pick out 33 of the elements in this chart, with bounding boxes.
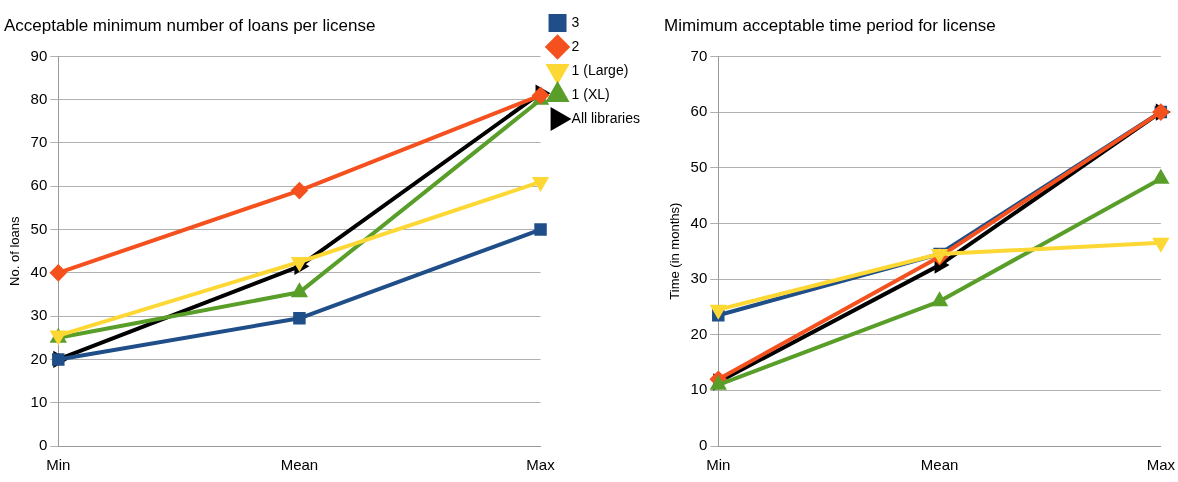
- legend-label: 1 (XL): [571, 85, 610, 102]
- legend-label: 3: [571, 13, 580, 30]
- x-tick-label: Mean: [920, 456, 959, 474]
- y-tick-label: 70: [690, 46, 708, 64]
- y-tick-label: 30: [690, 269, 708, 287]
- x-tick-label: Min: [46, 456, 71, 474]
- y-tick-label: 40: [30, 262, 48, 280]
- x-tick-label: Max: [1146, 456, 1176, 474]
- legend-label: 1 (Large): [571, 61, 629, 78]
- y-tick-label: 20: [690, 324, 708, 342]
- y-tick-label: 60: [30, 176, 48, 194]
- x-tick-label: Min: [706, 456, 731, 474]
- y-tick-label: 70: [30, 133, 48, 151]
- x-tick-label: Max: [526, 456, 556, 474]
- y-tick-label: 0: [698, 436, 708, 454]
- y-axis-title: No. of loans: [7, 216, 23, 286]
- y-tick-label: 50: [690, 157, 708, 175]
- x-tick-label: Mean: [280, 456, 319, 474]
- y-tick-label: 10: [690, 380, 708, 398]
- y-tick-label: 30: [30, 306, 48, 324]
- y-tick-label: 50: [30, 219, 48, 237]
- y-tick-label: 0: [38, 436, 48, 454]
- chart-title: Mimimum acceptable time period for license: [664, 15, 996, 35]
- y-tick-label: 10: [30, 392, 48, 410]
- y-tick-label: 80: [30, 89, 48, 107]
- chart-title: Acceptable minimum number of loans per license: [4, 15, 376, 35]
- legend-label: 2: [571, 37, 580, 54]
- y-axis-title: Time (in months): [667, 202, 683, 300]
- legend-label: All libraries: [571, 109, 641, 126]
- y-tick-label: 40: [690, 213, 708, 231]
- y-tick-label: 60: [690, 102, 708, 120]
- y-tick-label: 20: [30, 349, 48, 367]
- y-tick-label: 90: [30, 46, 48, 64]
